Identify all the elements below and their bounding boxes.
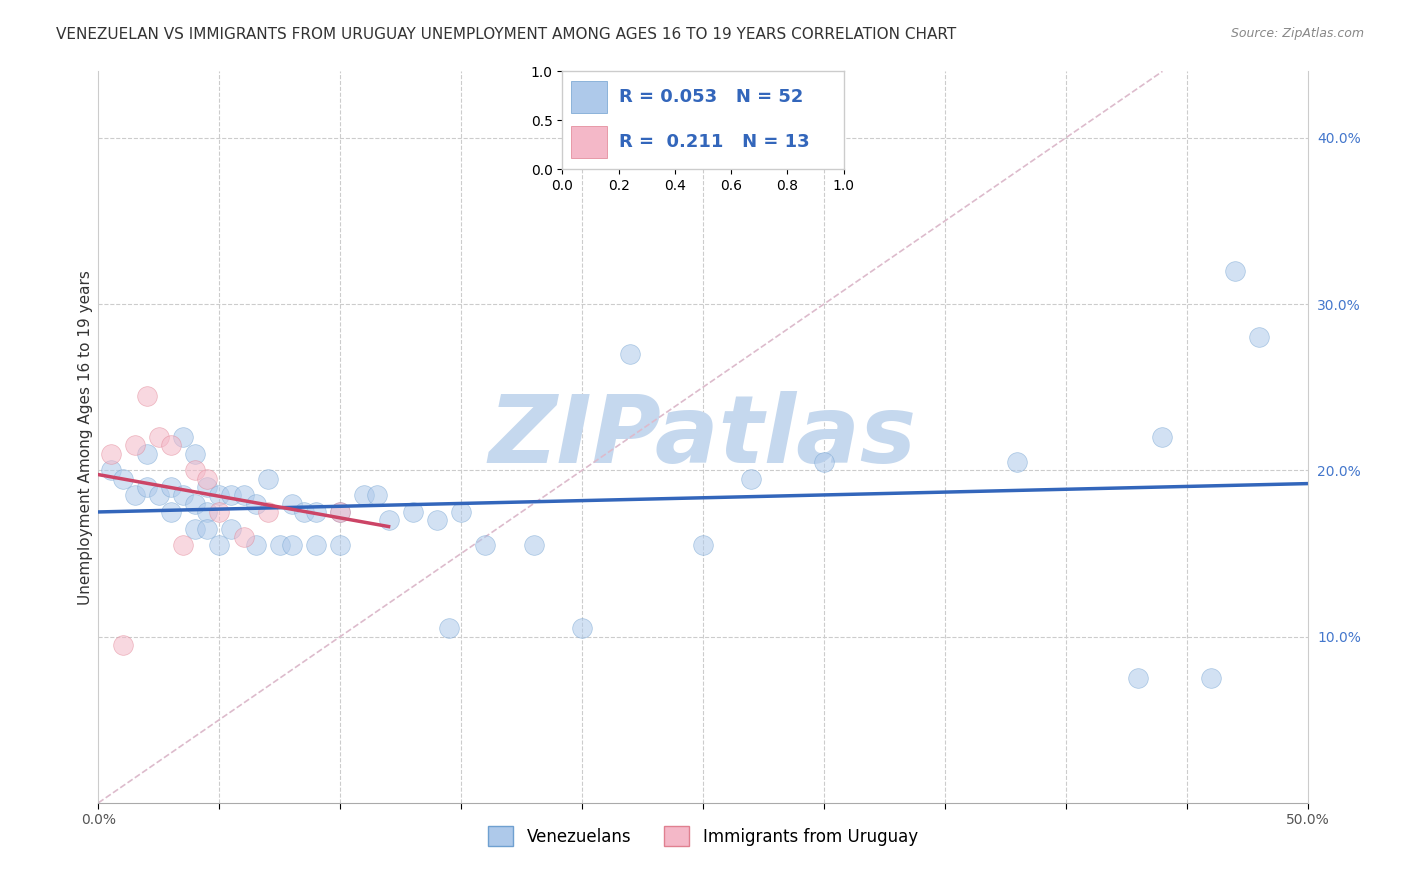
Point	[111, 638, 134, 652]
Bar	[571, 81, 607, 112]
Point	[269, 538, 291, 552]
Point	[353, 488, 375, 502]
Text: VENEZUELAN VS IMMIGRANTS FROM URUGUAY UNEMPLOYMENT AMONG AGES 16 TO 19 YEARS COR: VENEZUELAN VS IMMIGRANTS FROM URUGUAY UN…	[56, 27, 956, 42]
Point	[135, 480, 157, 494]
Point	[184, 521, 207, 535]
Point	[195, 521, 218, 535]
Point	[232, 530, 254, 544]
Point	[329, 505, 352, 519]
Point	[305, 538, 328, 552]
Point	[111, 472, 134, 486]
Point	[1249, 330, 1271, 344]
Point	[402, 505, 425, 519]
Point	[100, 463, 122, 477]
Point	[135, 447, 157, 461]
Point	[1128, 671, 1150, 685]
Point	[195, 472, 218, 486]
Point	[195, 505, 218, 519]
Point	[184, 447, 207, 461]
Point	[619, 347, 641, 361]
Y-axis label: Unemployment Among Ages 16 to 19 years: Unemployment Among Ages 16 to 19 years	[77, 269, 93, 605]
Point	[221, 488, 243, 502]
Point	[160, 438, 183, 452]
Point	[474, 538, 496, 552]
Point	[305, 505, 328, 519]
Point	[172, 430, 194, 444]
Point	[256, 472, 278, 486]
Point	[1223, 264, 1246, 278]
Point	[148, 488, 170, 502]
Point	[135, 388, 157, 402]
Text: R =  0.211   N = 13: R = 0.211 N = 13	[619, 133, 810, 151]
Point	[450, 505, 472, 519]
Point	[195, 480, 218, 494]
Point	[245, 497, 267, 511]
Point	[208, 488, 231, 502]
Point	[740, 472, 762, 486]
Point	[221, 521, 243, 535]
Bar	[571, 127, 607, 158]
Point	[426, 513, 449, 527]
Point	[813, 455, 835, 469]
Point	[437, 621, 460, 635]
Point	[329, 538, 352, 552]
Point	[281, 497, 304, 511]
Point	[148, 430, 170, 444]
Point	[124, 488, 146, 502]
Point	[256, 505, 278, 519]
Point	[232, 488, 254, 502]
Point	[281, 538, 304, 552]
Point	[692, 538, 714, 552]
Point	[245, 538, 267, 552]
Point	[160, 505, 183, 519]
Point	[523, 538, 546, 552]
Point	[208, 538, 231, 552]
Point	[1152, 430, 1174, 444]
Point	[160, 480, 183, 494]
Point	[208, 505, 231, 519]
Point	[124, 438, 146, 452]
Point	[292, 505, 315, 519]
Point	[571, 621, 593, 635]
Point	[184, 463, 207, 477]
Point	[366, 488, 388, 502]
Point	[1199, 671, 1222, 685]
Point	[377, 513, 399, 527]
Point	[1007, 455, 1029, 469]
Point	[172, 488, 194, 502]
Point	[184, 497, 207, 511]
Text: R = 0.053   N = 52: R = 0.053 N = 52	[619, 88, 803, 106]
Text: Source: ZipAtlas.com: Source: ZipAtlas.com	[1230, 27, 1364, 40]
Legend: Venezuelans, Immigrants from Uruguay: Venezuelans, Immigrants from Uruguay	[481, 820, 925, 853]
Text: ZIPatlas: ZIPatlas	[489, 391, 917, 483]
Point	[100, 447, 122, 461]
Point	[329, 505, 352, 519]
Point	[172, 538, 194, 552]
